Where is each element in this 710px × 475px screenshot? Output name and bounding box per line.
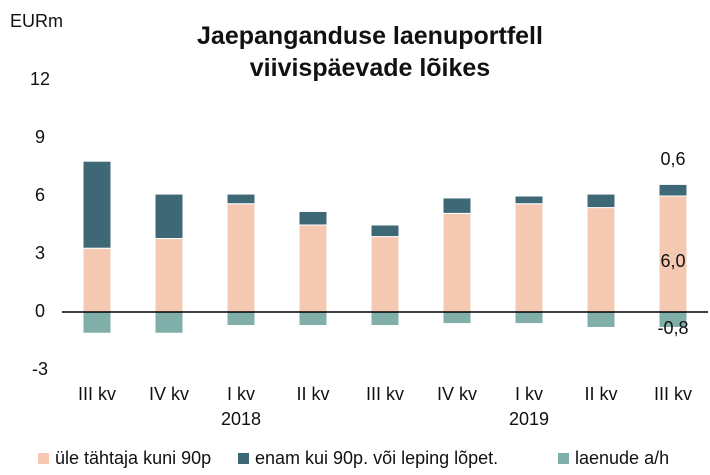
- bar-segment: [226, 193, 256, 205]
- bar-segment: [658, 195, 688, 313]
- bar-segment: [442, 311, 472, 325]
- y-tick-label: 3: [35, 243, 45, 263]
- bar-segment: [514, 311, 544, 325]
- legend-swatch: [38, 453, 49, 464]
- x-tick-label: II kv: [584, 384, 617, 404]
- bar-segment: [442, 212, 472, 313]
- value-label: 0,6: [660, 149, 685, 169]
- bar-segment: [442, 197, 472, 214]
- x-tick-label: II kv: [296, 384, 329, 404]
- bar-segment: [82, 247, 112, 313]
- y-tick-label: 6: [35, 185, 45, 205]
- bar-segment: [370, 224, 400, 238]
- x-tick-label: I kv: [227, 384, 255, 404]
- bar-segment: [370, 236, 400, 313]
- legend-label: üle tähtaja kuni 90p: [55, 448, 211, 468]
- bar-segment: [586, 193, 616, 209]
- legend-swatch: [558, 453, 569, 464]
- bar-segment: [82, 311, 112, 334]
- value-label: 6,0: [660, 251, 685, 271]
- x-tick-label: III kv: [366, 384, 404, 404]
- chart-title: Jaepanganduse laenuportfell viivispäevad…: [197, 22, 543, 82]
- x-tick-label: 2018: [221, 409, 261, 429]
- bar-segment: [226, 203, 256, 313]
- x-tick-label: III kv: [654, 384, 692, 404]
- bar-segment: [82, 160, 112, 249]
- bar-segment: [586, 311, 616, 328]
- x-tick-label: I kv: [515, 384, 543, 404]
- y-tick-label: 9: [35, 127, 45, 147]
- y-unit: EURm: [10, 11, 63, 31]
- bar-segment: [298, 224, 328, 313]
- y-tick-label: -3: [32, 359, 48, 379]
- y-tick-label: 12: [30, 69, 50, 89]
- bar-segment: [154, 238, 184, 313]
- legend-label: enam kui 90p. või leping lõpet.: [255, 448, 498, 468]
- bar-segment: [298, 210, 328, 226]
- legend-label: laenude a/h: [575, 448, 669, 468]
- value-label: -0,8: [657, 318, 688, 338]
- x-tick-label: IV kv: [437, 384, 477, 404]
- bar-segment: [154, 311, 184, 334]
- bar-segment: [514, 203, 544, 313]
- x-tick-label: IV kv: [149, 384, 189, 404]
- x-tick-label: 2019: [509, 409, 549, 429]
- bar-segment: [514, 195, 544, 205]
- bar-segment: [658, 183, 688, 197]
- bar-segment: [154, 193, 184, 240]
- bar-segment: [298, 311, 328, 327]
- y-tick-label: 0: [35, 301, 45, 321]
- bar-segment: [586, 207, 616, 313]
- bar-segment: [226, 311, 256, 327]
- bar-segment: [370, 311, 400, 327]
- legend-swatch: [238, 453, 249, 464]
- x-tick-label: III kv: [78, 384, 116, 404]
